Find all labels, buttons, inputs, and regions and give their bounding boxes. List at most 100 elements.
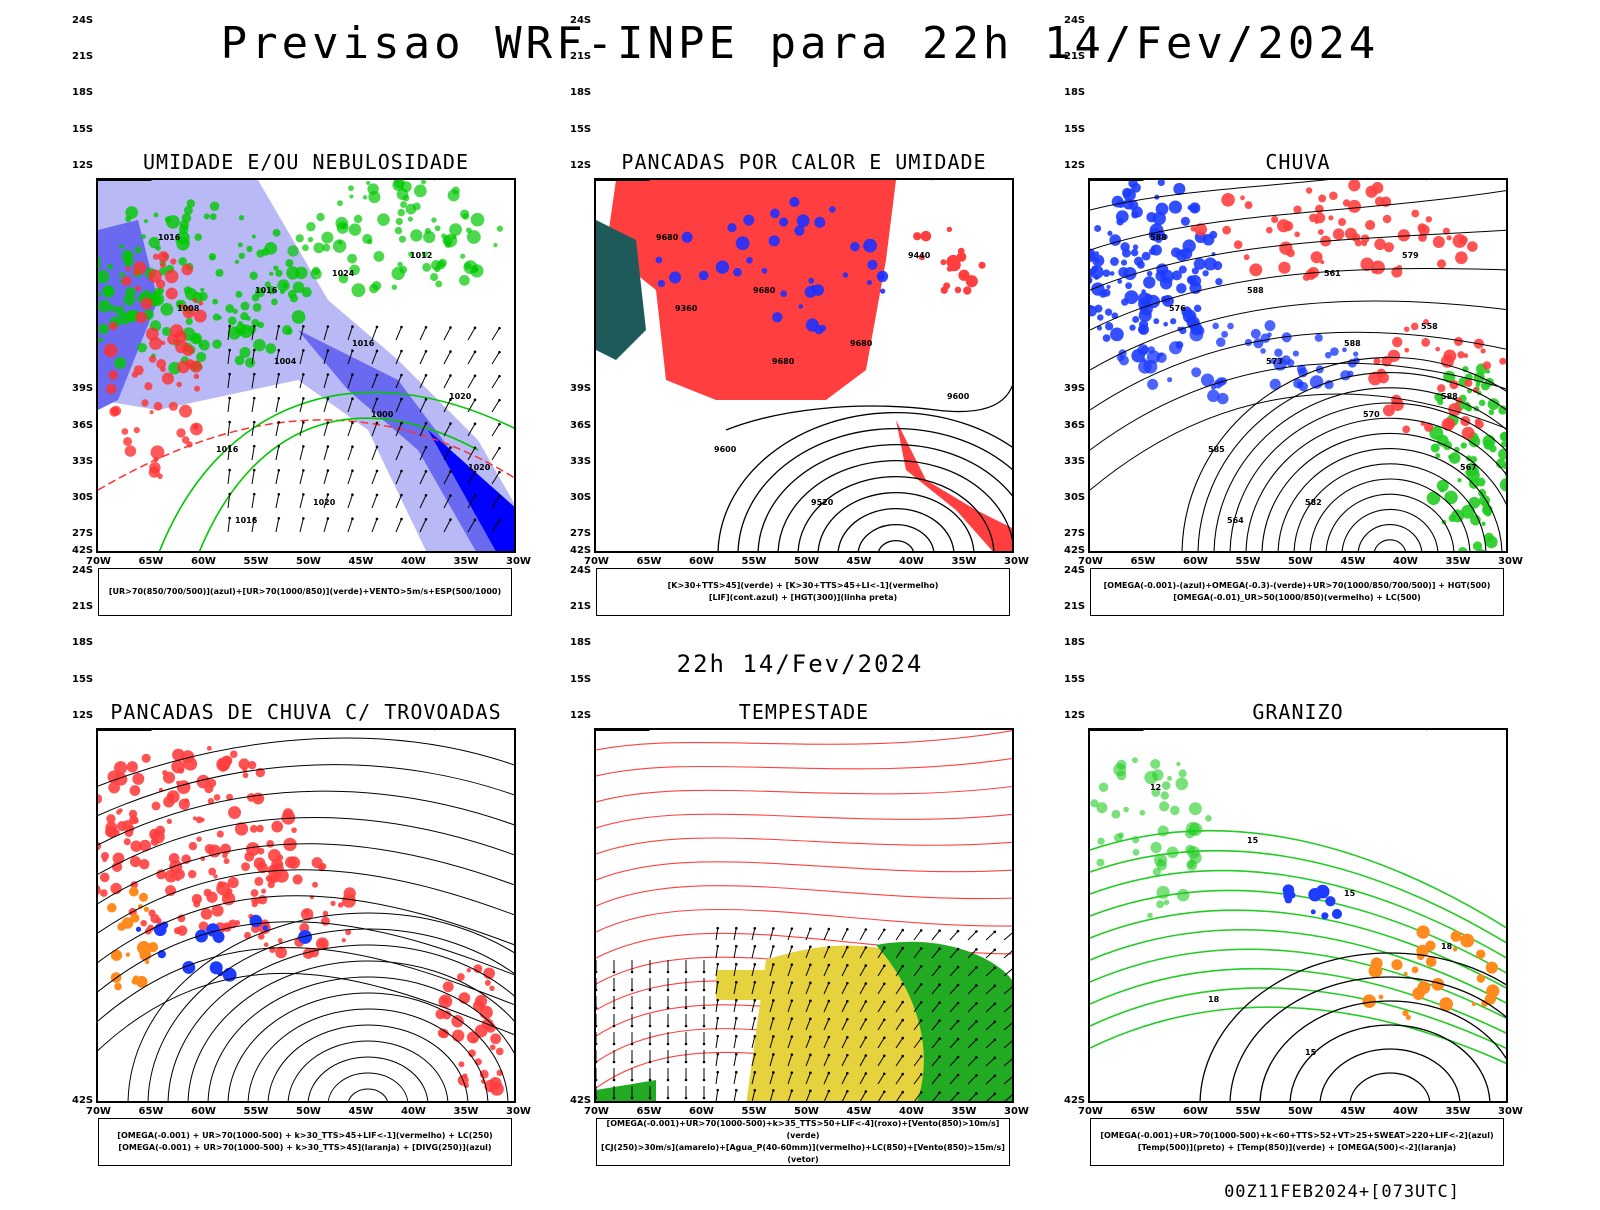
legend-line: [OMEGA(-0.01)_UR>50(1000/850)(vermelho) … — [1173, 592, 1421, 604]
latitude-label: 36S — [570, 420, 591, 431]
panel-title: PANCADAS POR CALOR E UMIDADE — [594, 150, 1014, 174]
latitude-label: 24S — [1064, 15, 1085, 26]
legend-line: [Temp(500)](preto) + [Temp(850)](verde) … — [1138, 1142, 1456, 1154]
longitude-label: 45W — [847, 556, 872, 567]
latitude-label: 36S — [72, 420, 93, 431]
latitude-label: 18S — [1064, 87, 1085, 98]
forecast-map — [96, 728, 516, 1103]
longitude-label: 35W — [952, 556, 977, 567]
contour-label: 1000 — [371, 410, 394, 419]
latitude-label: 12S — [570, 710, 591, 721]
latitude-label: 12S — [570, 160, 591, 171]
latitude-label: 12S — [72, 710, 93, 721]
panel-legend: [UR>70(850/700/500)](azul)+[UR>70(1000/8… — [98, 568, 512, 616]
longitude-label: 55W — [244, 556, 269, 567]
longitude-label: 40W — [401, 556, 426, 567]
contour-label: 1020 — [449, 392, 472, 401]
contour-label: 570 — [1363, 410, 1380, 419]
contour-label: 579 — [1402, 251, 1419, 260]
latitude-label: 39S — [1064, 383, 1085, 394]
map-panel-3: CHUVA12S15S18S21S24S27S30S33S36S39S42S70… — [1064, 150, 1534, 660]
latitude-label: 18S — [72, 87, 93, 98]
longitude-label: 35W — [1446, 556, 1471, 567]
longitude-label: 45W — [847, 1106, 872, 1117]
contour-label: 9680 — [772, 357, 795, 366]
latitude-label: 15S — [1064, 124, 1085, 135]
contour-label: 585 — [1208, 445, 1225, 454]
legend-line: [OMEGA(-0.001)+UR>70(1000-500)+k<60+TTS>… — [1100, 1130, 1493, 1142]
longitude-label: 65W — [637, 556, 662, 567]
contour-label: 18 — [1208, 995, 1220, 1004]
latitude-label: 15S — [570, 674, 591, 685]
contour-label: 1016 — [216, 445, 239, 454]
contour-label: 9600 — [947, 392, 970, 401]
longitude-label: 60W — [689, 556, 714, 567]
panel-legend: [OMEGA(-0.001)+UR>70(1000-500)+k>35_TTS>… — [596, 1118, 1010, 1166]
latitude-label: 39S — [570, 383, 591, 394]
longitude-label: 40W — [1393, 1106, 1418, 1117]
latitude-label: 27S — [72, 528, 93, 539]
latitude-label: 30S — [1064, 492, 1085, 503]
panel-title: PANCADAS DE CHUVA C/ TROVOADAS — [96, 700, 516, 724]
latitude-label: 15S — [72, 124, 93, 135]
longitude-label: 40W — [899, 1106, 924, 1117]
panel-title: UMIDADE E/OU NEBULOSIDADE — [96, 150, 516, 174]
latitude-label: 12S — [72, 160, 93, 171]
longitude-label: 60W — [191, 1106, 216, 1117]
contour-label: 588 — [1441, 392, 1458, 401]
legend-line: [UR>70(850/700/500)](azul)+[UR>70(1000/8… — [109, 586, 501, 598]
latitude-label: 21S — [1064, 51, 1085, 62]
legend-line: [OMEGA(-0.001) + UR>70(1000-500) + k>30_… — [118, 1142, 491, 1154]
latitude-label: 42S — [570, 1095, 591, 1106]
contour-label: 567 — [1460, 463, 1477, 472]
latitude-label: 33S — [570, 456, 591, 467]
panel-legend: [OMEGA(-0.001)-(azul)+OMEGA(-0.3)-(verde… — [1090, 568, 1504, 616]
contour-label: 9520 — [811, 498, 834, 507]
panel-title: TEMPESTADE — [594, 700, 1014, 724]
latitude-label: 15S — [1064, 674, 1085, 685]
longitude-label: 45W — [349, 556, 374, 567]
panel-title: CHUVA — [1088, 150, 1508, 174]
longitude-label: 35W — [454, 556, 479, 567]
longitude-label: 50W — [296, 556, 321, 567]
longitude-label: 30W — [506, 556, 531, 567]
latitude-label: 18S — [570, 87, 591, 98]
longitude-label: 65W — [1131, 556, 1156, 567]
latitude-label: 27S — [1064, 528, 1085, 539]
longitude-label: 45W — [349, 1106, 374, 1117]
longitude-label: 50W — [1288, 556, 1313, 567]
latitude-label: 36S — [1064, 420, 1085, 431]
latitude-label: 18S — [72, 637, 93, 648]
contour-label: 9600 — [714, 445, 737, 454]
longitude-label: 60W — [1183, 1106, 1208, 1117]
latitude-label: 12S — [1064, 710, 1085, 721]
contour-label: 1012 — [410, 251, 432, 260]
legend-line: [OMEGA(-0.001)+UR>70(1000-500)+k>35_TTS>… — [597, 1118, 1009, 1142]
latitude-label: 42S — [1064, 545, 1085, 556]
latitude-label: 21S — [72, 51, 93, 62]
longitude-label: 55W — [742, 556, 767, 567]
longitude-label: 55W — [244, 1106, 269, 1117]
latitude-label: 30S — [570, 492, 591, 503]
longitude-label: 60W — [1183, 556, 1208, 567]
longitude-label: 55W — [742, 1106, 767, 1117]
latitude-label: 18S — [1064, 637, 1085, 648]
latitude-label: 15S — [570, 124, 591, 135]
panel-legend: [OMEGA(-0.001) + UR>70(1000-500) + k>30_… — [98, 1118, 512, 1166]
contour-label: 12 — [1150, 783, 1161, 792]
latitude-label: 42S — [72, 1095, 93, 1106]
contour-label: 564 — [1227, 516, 1244, 525]
contour-label: 573 — [1266, 357, 1283, 366]
longitude-label: 35W — [454, 1106, 479, 1117]
longitude-label: 55W — [1236, 556, 1261, 567]
longitude-label: 70W — [584, 1106, 609, 1117]
latitude-label: 33S — [1064, 456, 1085, 467]
